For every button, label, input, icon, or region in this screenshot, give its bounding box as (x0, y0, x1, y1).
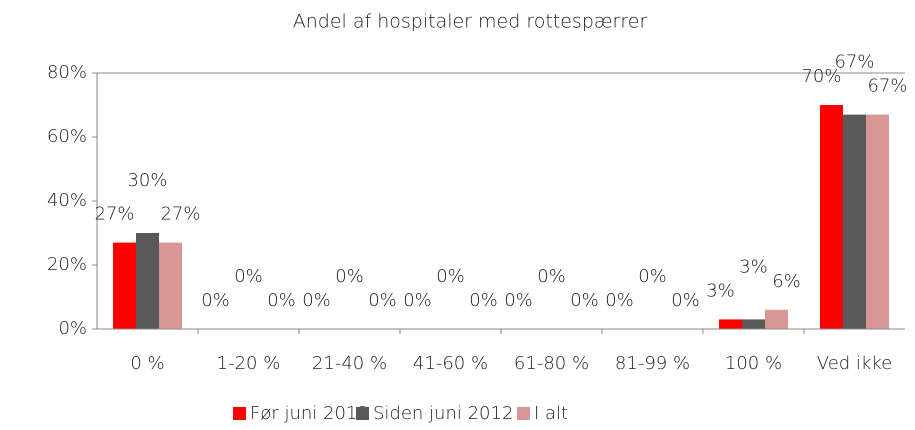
x-tick-label: 0 % (130, 353, 164, 374)
y-tick-label: 0% (58, 318, 87, 339)
data-label: 0% (537, 266, 566, 287)
data-label: 0% (605, 290, 634, 311)
data-label: 3% (706, 280, 735, 301)
data-label: 30% (127, 170, 167, 191)
bar (866, 114, 889, 329)
legend-swatch (233, 407, 246, 420)
data-label: 27% (160, 204, 200, 225)
data-label: 0% (234, 266, 263, 287)
x-tick-label: 100 % (725, 353, 782, 374)
y-tick-label: 40% (47, 190, 87, 211)
data-label: 0% (335, 266, 364, 287)
y-tick-label: 20% (47, 254, 87, 275)
y-tick-label: 60% (47, 126, 87, 147)
data-label: 0% (570, 290, 599, 311)
x-tick-label: 81-99 % (615, 353, 690, 374)
legend-swatch (356, 407, 369, 420)
bar (742, 319, 765, 329)
data-label: 6% (772, 271, 801, 292)
bar (113, 242, 136, 329)
data-label: 67% (867, 76, 907, 97)
chart-title: Andel af hospitaler med rottespærrer (293, 11, 648, 33)
bar (820, 105, 843, 329)
data-label: 3% (739, 256, 768, 277)
x-tick-label: 1-20 % (217, 353, 281, 374)
x-tick-label: 61-80 % (514, 353, 589, 374)
x-tick-label: 41-60 % (413, 353, 488, 374)
y-tick-label: 80% (47, 62, 87, 83)
legend-label: I alt (534, 403, 568, 424)
data-label: 0% (504, 290, 533, 311)
data-label: 0% (671, 290, 700, 311)
bar (159, 242, 182, 329)
legend-label: Siden juni 2012 (373, 403, 513, 424)
data-label: 27% (94, 204, 134, 225)
legend-swatch (517, 407, 530, 420)
bar (719, 319, 742, 329)
data-label: 0% (469, 290, 498, 311)
bar (843, 114, 866, 329)
x-tick-label: 21-40 % (312, 353, 387, 374)
data-label: 0% (403, 290, 432, 311)
data-label: 0% (267, 290, 296, 311)
x-tick-label: Ved ikke (817, 353, 892, 374)
data-label: 0% (436, 266, 465, 287)
data-label: 0% (368, 290, 397, 311)
data-label: 67% (834, 52, 874, 73)
legend-label: Før juni 2012 (250, 403, 369, 424)
data-label: 0% (201, 290, 230, 311)
bar (765, 309, 788, 329)
data-label: 0% (302, 290, 331, 311)
data-label: 0% (638, 266, 667, 287)
bar (136, 233, 159, 329)
data-label: 70% (801, 66, 841, 87)
